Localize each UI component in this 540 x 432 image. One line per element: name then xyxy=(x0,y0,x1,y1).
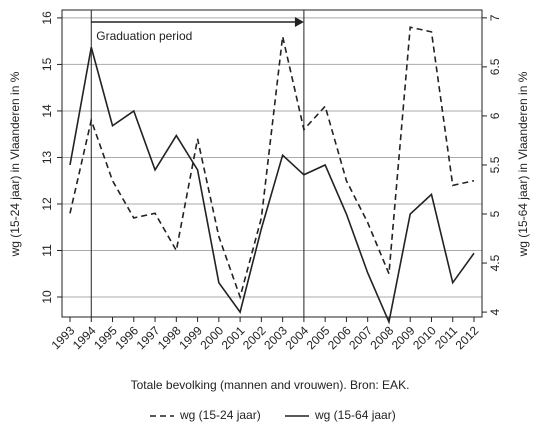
series-line xyxy=(69,26,475,300)
y2-tick-label: 6.5 xyxy=(488,58,502,75)
x-axis-label: Totale bevolking (mannen and vrouwen). B… xyxy=(131,378,410,392)
legend-label: wg (15-24 jaar) xyxy=(179,408,261,422)
y-tick-label: 11 xyxy=(40,244,54,257)
y-tick-label: 13 xyxy=(40,150,54,164)
y2-tick-label: 4.5 xyxy=(488,254,502,271)
annotation: Graduation period xyxy=(96,29,192,43)
x-tick-label: 2011 xyxy=(432,323,460,351)
y2-tick-label: 4 xyxy=(488,308,502,315)
x-tick-label: 2012 xyxy=(453,323,482,352)
arrow-head xyxy=(294,17,304,27)
y-tick-label: 16 xyxy=(40,11,54,25)
y-tick-label: 10 xyxy=(40,290,54,304)
series-line xyxy=(69,47,475,325)
y2-tick-label: 5 xyxy=(488,210,502,217)
legend-label: wg (15-64 jaar) xyxy=(314,408,396,422)
y-axis-label: wg (15-24 jaar) in Vlaanderen in % xyxy=(8,71,22,257)
y-tick-label: 15 xyxy=(40,57,54,71)
y2-axis-label: wg (15-64 jaar) in Vlaanderen in % xyxy=(516,71,530,257)
y2-tick-label: 5.5 xyxy=(488,156,502,173)
plot-frame xyxy=(61,9,483,318)
y-tick-label: 14 xyxy=(40,104,54,118)
y-tick-label: 12 xyxy=(40,197,54,211)
y2-tick-label: 7 xyxy=(488,14,502,21)
y2-tick-label: 6 xyxy=(488,112,502,119)
